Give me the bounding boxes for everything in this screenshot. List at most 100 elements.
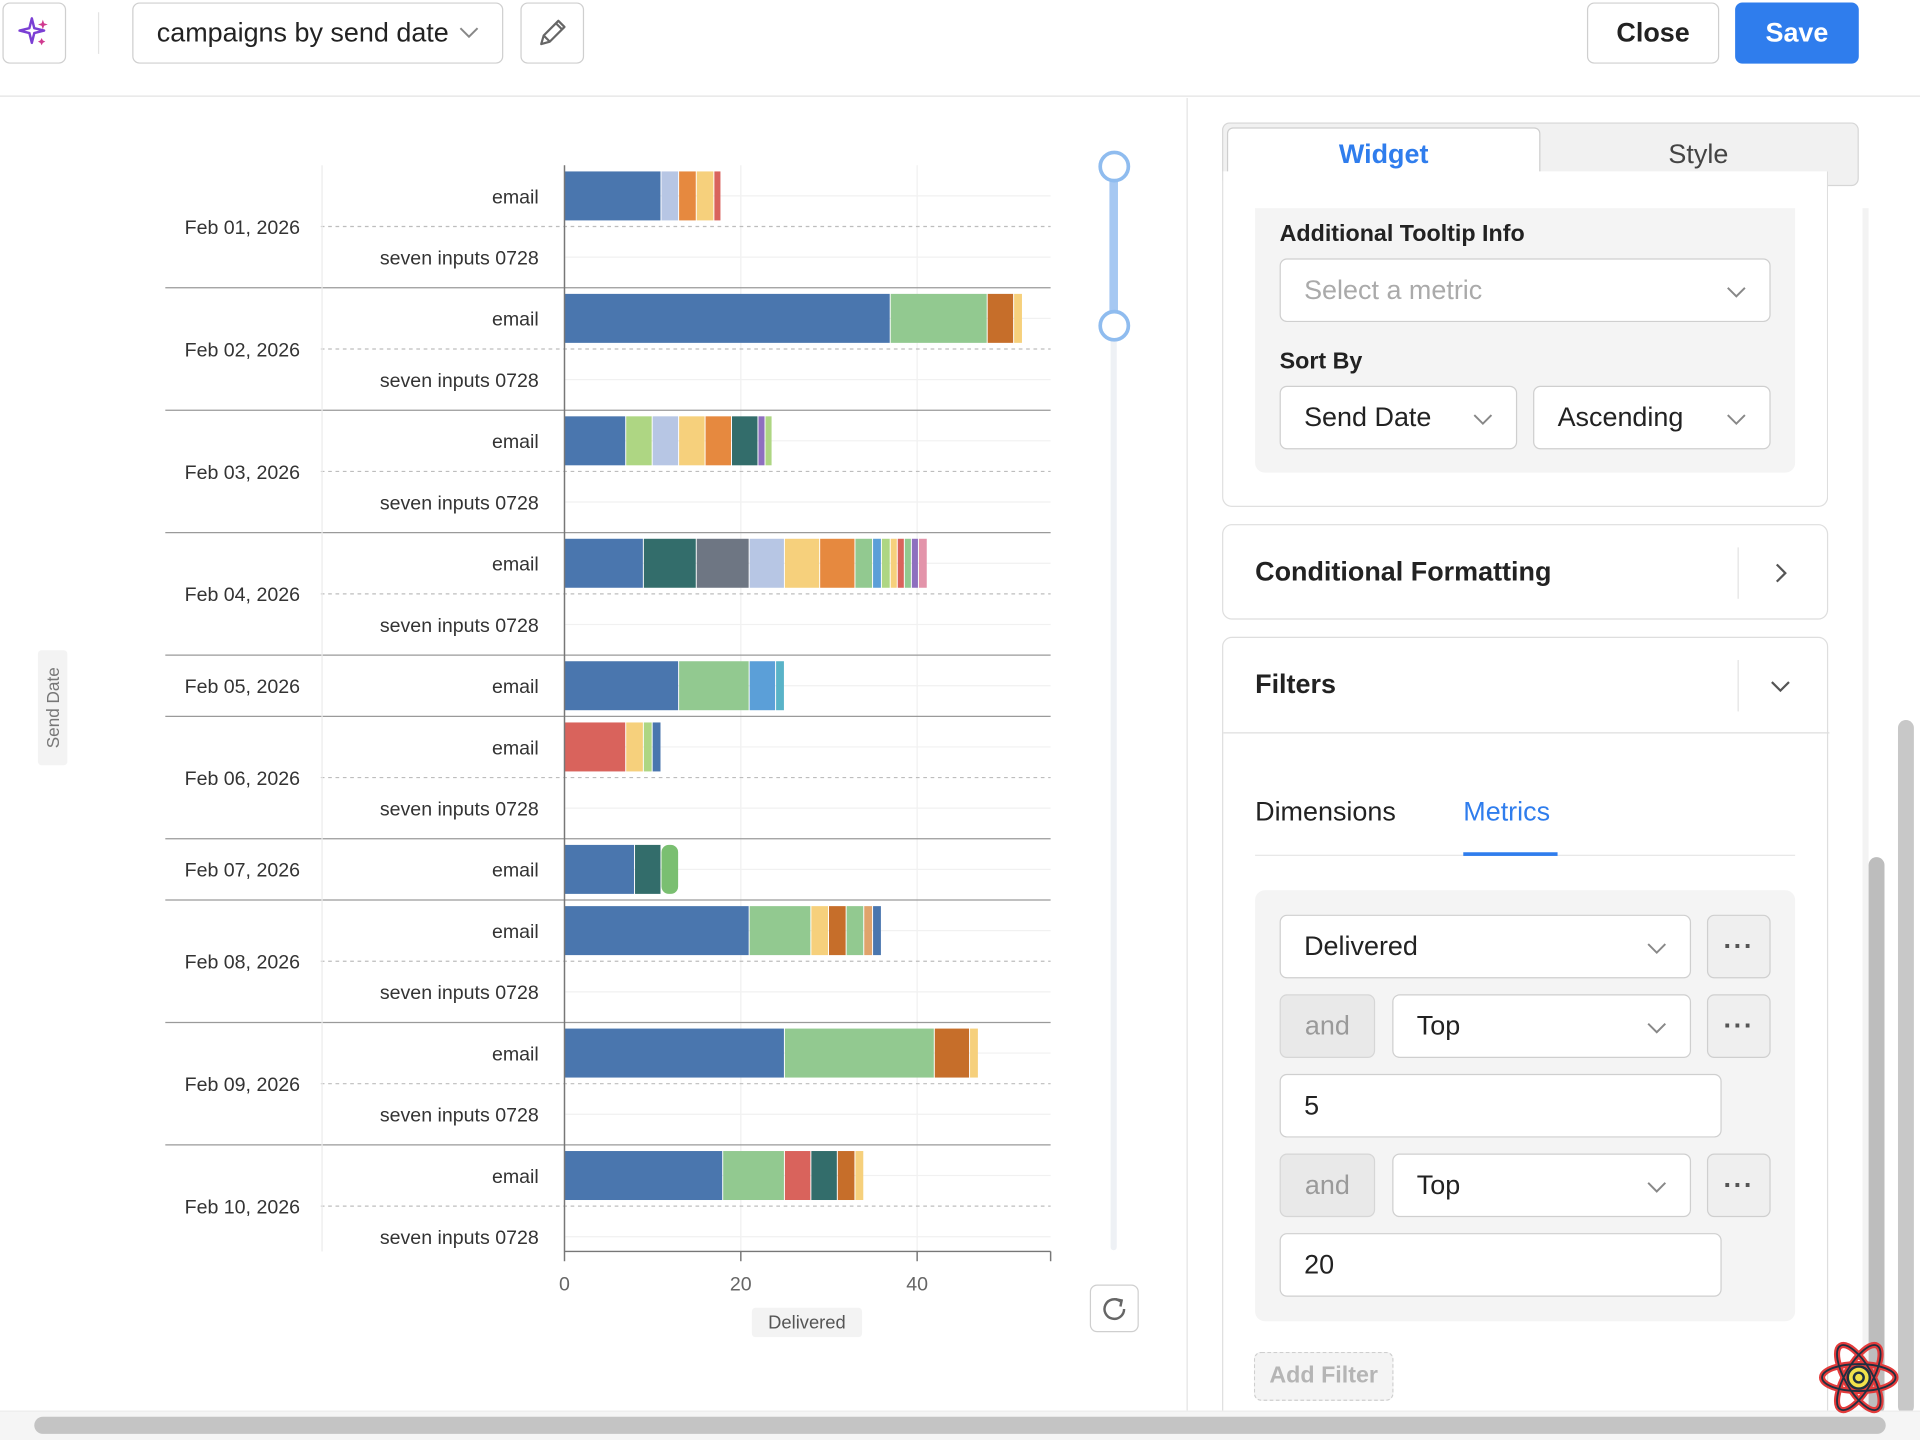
- chevron-right-icon[interactable]: [1769, 562, 1791, 584]
- bar-segment: [811, 1151, 837, 1201]
- rule1-more-button[interactable]: ···: [1706, 994, 1771, 1058]
- rule2-op-value: Top: [1416, 1169, 1461, 1201]
- ai-assist-button[interactable]: [2, 2, 67, 64]
- bar-segment: [564, 416, 626, 466]
- zoom-slider-range[interactable]: [1109, 166, 1118, 326]
- settings-panel: Widget Style Additional Tooltip Info Sel…: [1186, 97, 1920, 1415]
- bar-segment: [934, 1028, 970, 1078]
- row-label: seven inputs 0728: [380, 370, 539, 392]
- date-label: Feb 01, 2026: [185, 217, 300, 239]
- tab-style[interactable]: Style: [1668, 138, 1729, 169]
- bar-segment: [564, 1151, 723, 1201]
- bar-segment: [820, 538, 855, 588]
- rule2-more-button[interactable]: ···: [1706, 1153, 1771, 1218]
- tooltip-metric-select[interactable]: Select a metric: [1279, 258, 1771, 323]
- row-label: email: [492, 309, 539, 331]
- rule2-value-input[interactable]: 20: [1279, 1233, 1722, 1297]
- add-filter-button[interactable]: Add Filter: [1253, 1351, 1394, 1401]
- panel-scroll-track: [1862, 208, 1869, 1415]
- rename-button[interactable]: [520, 2, 585, 64]
- row-label: seven inputs 0728: [380, 982, 539, 1004]
- row-label: seven inputs 0728: [380, 1105, 539, 1127]
- bar-segment: [679, 416, 705, 466]
- conditional-formatting-card[interactable]: Conditional Formatting: [1222, 524, 1829, 620]
- x-tick-label: 20: [730, 1274, 752, 1296]
- bar-segment: [626, 722, 643, 772]
- sort-order-select[interactable]: Ascending: [1533, 385, 1771, 450]
- zoom-slider-handle-bottom[interactable]: [1098, 309, 1131, 342]
- bar-segment: [696, 538, 749, 588]
- bar-segment: [749, 538, 784, 588]
- sort-field-value: Send Date: [1304, 401, 1432, 433]
- rule1-op-select[interactable]: Top: [1392, 994, 1692, 1058]
- filters-title: Filters: [1255, 668, 1336, 700]
- tab-metrics-underline: [1463, 852, 1558, 856]
- bar-segment: [784, 538, 820, 588]
- row-label: seven inputs 0728: [380, 799, 539, 821]
- bar-segment: [696, 171, 714, 221]
- filter-metric-select[interactable]: Delivered: [1279, 914, 1692, 979]
- bar-segment: [918, 538, 927, 588]
- bar-segment: [846, 906, 864, 956]
- sort-by-label: Sort By: [1279, 348, 1363, 375]
- chevron-down-icon: [1647, 1182, 1667, 1193]
- save-button[interactable]: Save: [1735, 2, 1859, 64]
- bar-segment: [564, 1028, 784, 1078]
- bar-segment: [784, 1028, 934, 1078]
- bar-segment: [811, 906, 829, 956]
- chevron-down-icon: [1727, 414, 1746, 426]
- bar-segment: [643, 722, 652, 772]
- bar-segment: [776, 661, 784, 711]
- bar-segment: [564, 906, 749, 956]
- reset-zoom-button[interactable]: [1089, 1284, 1139, 1333]
- row-label: seven inputs 0728: [380, 492, 539, 514]
- date-label: Feb 08, 2026: [185, 952, 300, 974]
- more-icon: ···: [1723, 930, 1755, 962]
- bar-segment: [652, 416, 679, 466]
- react-devtools-icon[interactable]: [1818, 1340, 1899, 1416]
- widget-title-select[interactable]: campaigns by send date: [132, 2, 504, 64]
- bar-segment: [661, 844, 679, 894]
- page-scrollbar-thumb[interactable]: [1897, 720, 1914, 1415]
- zoom-slider-track[interactable]: [1110, 162, 1117, 1251]
- panel-scrollbar-thumb[interactable]: [1868, 857, 1885, 1415]
- more-icon: ···: [1723, 1169, 1755, 1201]
- row-label: email: [492, 737, 539, 759]
- bar-segment: [564, 171, 661, 221]
- row-label: email: [492, 186, 539, 208]
- more-icon: ···: [1723, 1010, 1755, 1041]
- bar-segment: [714, 171, 721, 221]
- bar-segment: [765, 416, 772, 466]
- bar-segment: [626, 416, 652, 466]
- bar-segment: [635, 844, 661, 894]
- date-label: Feb 06, 2026: [185, 768, 300, 790]
- tab-dimensions[interactable]: Dimensions: [1255, 795, 1396, 827]
- bar-segment: [837, 1151, 855, 1201]
- filter-metric-value: Delivered: [1304, 930, 1418, 962]
- bar-segment: [881, 538, 890, 588]
- chevron-down-icon: [1473, 414, 1493, 426]
- rule1-op-value: Top: [1416, 1010, 1461, 1041]
- bar-segment: [564, 722, 626, 772]
- refresh-icon: [1103, 1297, 1126, 1320]
- bar-segment: [987, 293, 1014, 343]
- bar-segment: [749, 661, 776, 711]
- bar-segment: [758, 416, 765, 466]
- close-button[interactable]: Close: [1586, 2, 1720, 64]
- chevron-down-icon[interactable]: [1769, 675, 1791, 697]
- rule1-value-input[interactable]: 5: [1279, 1073, 1722, 1138]
- bar-segment: [723, 1151, 784, 1201]
- chevron-down-icon: [1727, 287, 1746, 298]
- tab-metrics[interactable]: Metrics: [1463, 795, 1551, 827]
- zoom-slider-handle-top[interactable]: [1098, 150, 1131, 183]
- row-label: email: [492, 431, 539, 453]
- horizontal-scrollbar-thumb[interactable]: [34, 1416, 1886, 1434]
- widget-title: campaigns by send date: [156, 17, 449, 48]
- sort-field-select[interactable]: Send Date: [1279, 385, 1518, 450]
- bar-segment: [643, 538, 696, 588]
- filter-metric-more-button[interactable]: ···: [1706, 914, 1771, 979]
- rule2-op-select[interactable]: Top: [1392, 1153, 1692, 1218]
- bar-segment: [661, 171, 679, 221]
- row-label: seven inputs 0728: [380, 1227, 539, 1249]
- bar-segment: [679, 171, 696, 221]
